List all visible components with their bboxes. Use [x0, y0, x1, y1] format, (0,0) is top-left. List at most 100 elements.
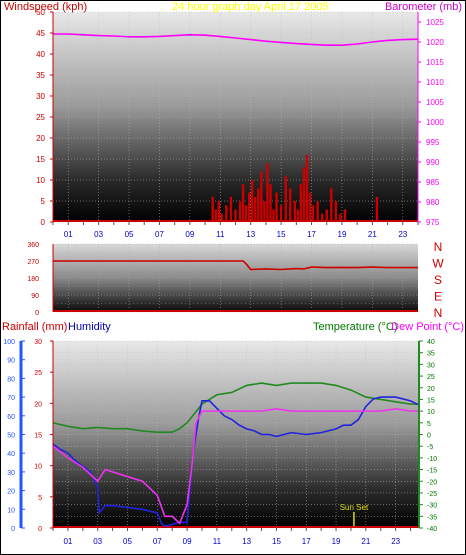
baro-y-tick-label: 1015 [426, 58, 444, 67]
temp-y-tick-label: -25 [427, 491, 437, 498]
wind-direction-line [53, 260, 418, 271]
direction-y-tick-label: 90 [31, 293, 39, 300]
temp-y-tick-label: -40 [427, 526, 437, 533]
temp-y-tick-label: 20 [427, 386, 435, 393]
windspeed-bar [254, 196, 257, 222]
baro-y-tick-label: 990 [426, 158, 440, 167]
temp-y-tick-label: 10 [427, 409, 435, 416]
baro-y-tick-label: 1025 [426, 18, 444, 27]
graph-title: 24 hour graph day April 17 2005 [172, 1, 329, 13]
sunset-label: Sun Set [340, 503, 369, 512]
windspeed-bar [234, 209, 237, 222]
windspeed-bar [289, 188, 292, 222]
rainfall-y-tick-label: 5 [38, 495, 42, 502]
wind-y-tick-label: 25 [36, 113, 45, 122]
baro-y-tick-label: 1010 [426, 78, 444, 87]
wind-x-tick-label: 15 [277, 230, 286, 239]
wind-direction-marks [53, 260, 418, 312]
rainfall-y-tick-label: 30 [34, 339, 42, 346]
windspeed-bar [238, 201, 242, 222]
windspeed-bar [225, 205, 228, 222]
temp-x-tick-label: 23 [391, 537, 400, 546]
windspeed-bar [269, 184, 272, 222]
windspeed-bar [257, 188, 260, 222]
wind-y-tick-label: 35 [36, 71, 45, 80]
windspeed-bar [302, 167, 306, 222]
wind-x-tick-label: 05 [125, 230, 134, 239]
temp-y-tick-label: -20 [427, 479, 437, 486]
windspeed-bar [217, 201, 220, 222]
temp-x-tick-label: 19 [332, 537, 341, 546]
windspeed-bar [220, 213, 224, 222]
compass-label: S [434, 273, 442, 287]
baro-y-tick-label: 980 [426, 198, 440, 207]
windspeed-bar [279, 205, 283, 222]
windspeed-bar [266, 163, 269, 222]
humidity-y-tick-label: 10 [7, 507, 15, 514]
temp-x-tick-label: 11 [213, 537, 222, 546]
wind-x-tick-label: 09 [185, 230, 194, 239]
compass-label: N [434, 306, 443, 320]
temp-y-tick-label: 15 [427, 397, 435, 404]
temp-x-tick-label: 21 [361, 537, 370, 546]
windspeed-bar [284, 175, 287, 222]
rainfall-y-tick-label: 10 [34, 464, 42, 471]
windspeed-bar [305, 154, 309, 222]
direction-y-tick-label: 180 [27, 276, 39, 283]
barometer-line [53, 33, 419, 47]
baro-y-tick-label: 975 [426, 218, 440, 227]
direction-y-tick-label: 360 [27, 242, 39, 249]
wind-baro-axes: 0510152025303540455097598098599099510001… [36, 8, 444, 239]
wind-y-tick-label: 30 [36, 92, 45, 101]
wind-y-tick-label: 20 [36, 134, 45, 143]
dewpoint-line [52, 407, 418, 525]
humidity-y-tick-label: 60 [7, 414, 15, 421]
temperature-line [52, 382, 418, 433]
baro-y-tick-label: 1005 [426, 98, 444, 107]
windspeed-bar [325, 209, 328, 222]
windspeed-bar [272, 209, 275, 222]
temp-y-tick-label: 30 [427, 362, 435, 369]
windspeed-bar [316, 201, 319, 222]
windspeed-bar [296, 209, 300, 222]
windspeed-bar [320, 213, 324, 222]
rainfall-axis-label: Rainfall (mm) [2, 321, 67, 333]
baro-y-tick-label: 985 [426, 178, 440, 187]
temp-x-tick-label: 01 [63, 537, 72, 546]
humidity-y-tick-label: 40 [7, 451, 15, 458]
humidity-y-tick-label: 100 [3, 339, 15, 346]
compass-label: E [434, 290, 442, 304]
windspeed-bar [211, 196, 214, 222]
humidity-axis-label: Humidity [68, 321, 111, 333]
rainfall-y-tick-label: 20 [34, 401, 42, 408]
humidity-y-tick-label: 20 [7, 489, 15, 496]
windspeed-axis-label: Windspeed (kph) [4, 1, 87, 13]
temp-y-tick-label: -15 [427, 468, 437, 475]
temp-x-tick-label: 15 [272, 537, 281, 546]
wind-x-tick-label: 07 [155, 230, 164, 239]
baro-y-tick-label: 1000 [426, 118, 444, 127]
windspeed-bar [343, 209, 347, 222]
wind-y-tick-label: 10 [36, 176, 45, 185]
windspeed-bar [334, 201, 338, 222]
windspeed-bar [308, 192, 312, 222]
direction-y-tick-label: 270 [27, 259, 39, 266]
windspeed-bar [339, 213, 342, 222]
wind-x-tick-label: 17 [307, 230, 316, 239]
wind-x-tick-label: 11 [216, 230, 225, 239]
wind-baro-panel: 0510152025303540455097598098599099510001… [4, 1, 462, 239]
wind-y-tick-label: 5 [41, 197, 46, 206]
baro-y-tick-label: 995 [426, 138, 440, 147]
windspeed-bar [299, 184, 303, 222]
wind-y-tick-label: 15 [36, 155, 45, 164]
wind-y-tick-label: 40 [36, 50, 45, 59]
temp-y-tick-label: -35 [427, 514, 437, 521]
windspeed-bar [293, 201, 297, 222]
temp-y-tick-label: -30 [427, 503, 437, 510]
humidity-line [52, 396, 419, 527]
temp-x-tick-label: 13 [242, 537, 251, 546]
temp-y-tick-label: 5 [427, 421, 431, 428]
